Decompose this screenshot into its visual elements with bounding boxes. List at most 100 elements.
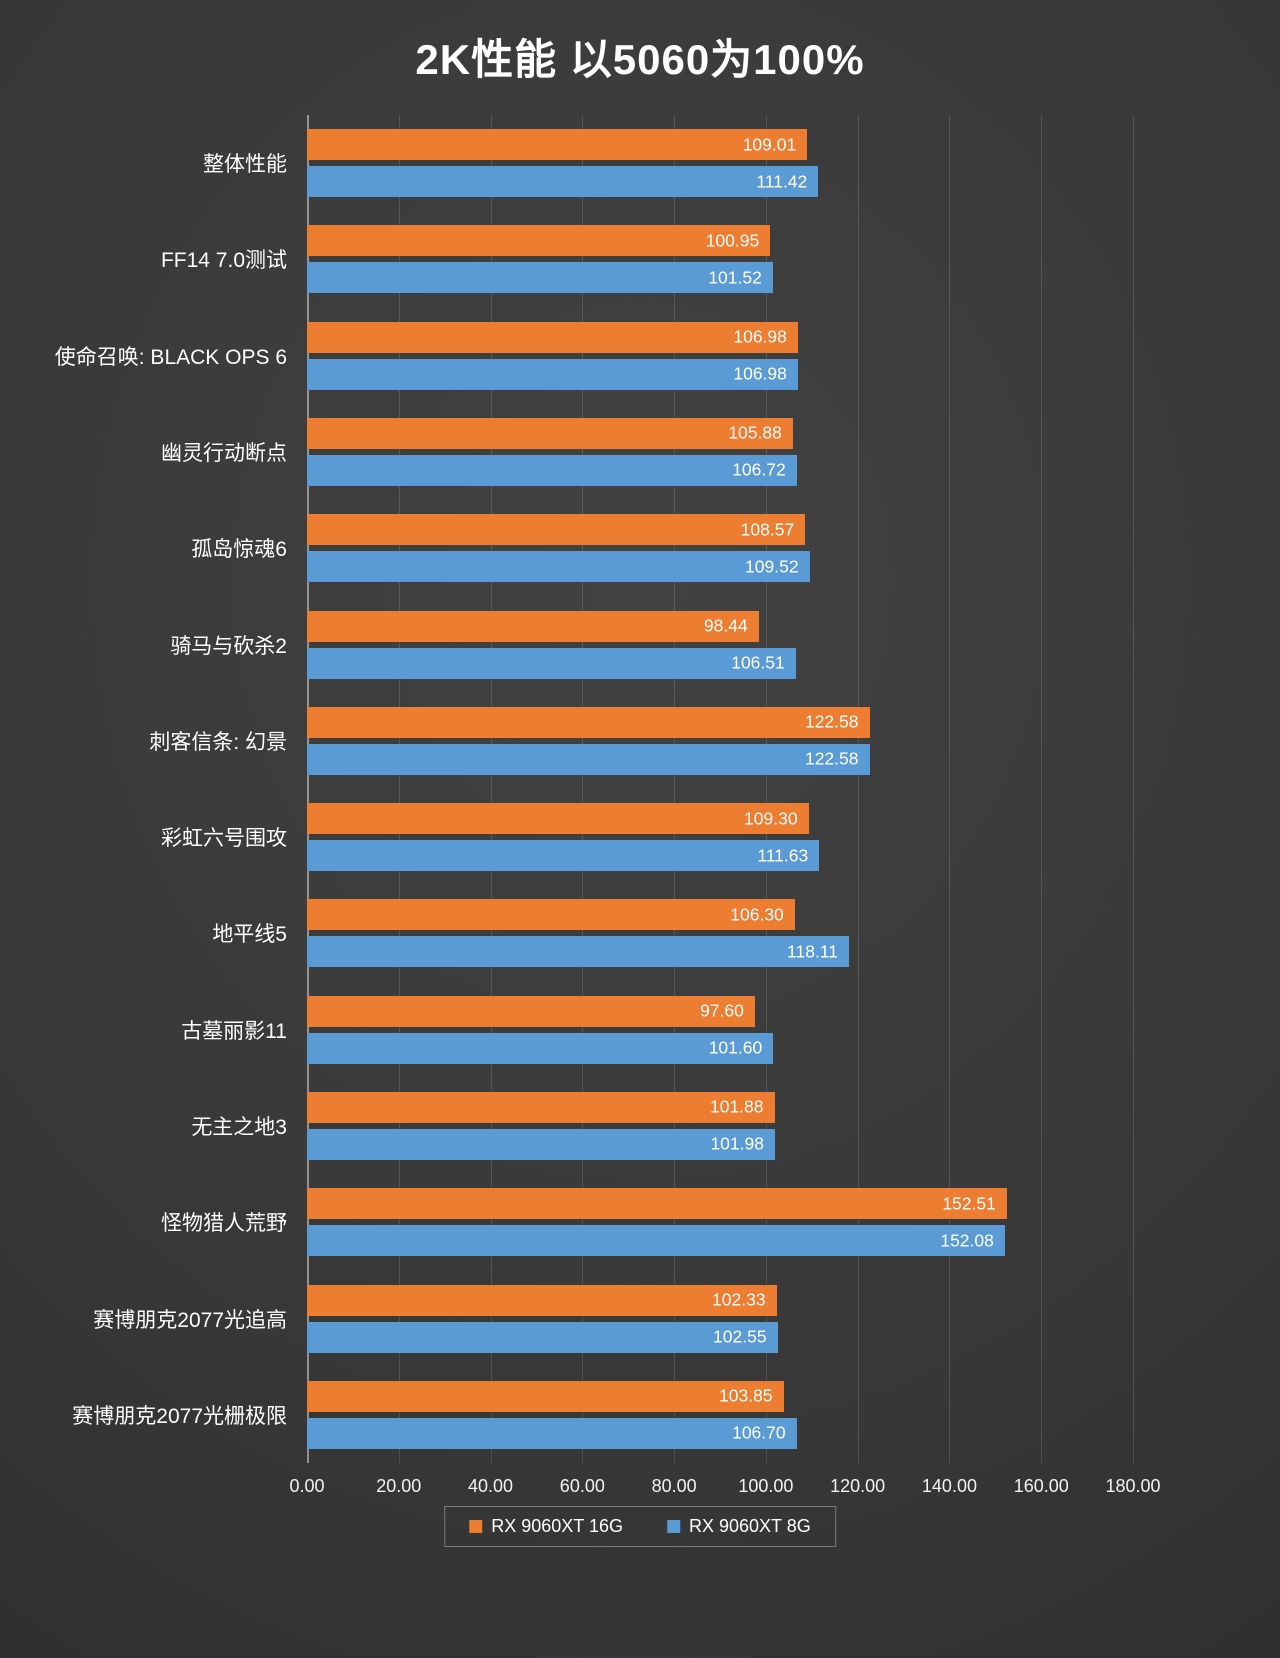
- bar-8g: 101.98: [307, 1128, 775, 1160]
- bar-group: 101.88 101.98: [307, 1078, 1133, 1174]
- chart-row: 幽灵行动断点 105.88 106.72: [0, 404, 1133, 500]
- gridline: [490, 115, 492, 1463]
- bar-16g: 105.88: [307, 417, 793, 449]
- bar-value-label: 102.55: [713, 1326, 767, 1347]
- bar-value-label: 101.88: [709, 1096, 764, 1117]
- category-label: 赛博朋克2077光栅极限: [72, 1404, 287, 1428]
- bar-8g: 106.98: [307, 358, 798, 390]
- x-tick-label: 20.00: [376, 1476, 422, 1496]
- chart-row: FF14 7.0测试 100.95 101.52: [0, 211, 1133, 307]
- category-label: 彩虹六号围攻: [161, 827, 287, 851]
- legend-swatch: [469, 1520, 483, 1533]
- category-label: 无主之地3: [191, 1115, 287, 1139]
- category-label: 幽灵行动断点: [161, 441, 287, 465]
- bar-value-label: 152.51: [942, 1193, 996, 1214]
- bar-8g: 106.72: [307, 454, 797, 486]
- bar-value-label: 118.11: [787, 941, 838, 962]
- bar-8g: 111.63: [307, 840, 820, 872]
- bar-value-label: 101.60: [708, 1037, 763, 1058]
- bar-8g: 102.55: [307, 1321, 778, 1353]
- bar-8g: 118.11: [307, 936, 849, 968]
- bar-value-label: 105.88: [728, 422, 782, 443]
- legend: RX 9060XT 16G RX 9060XT 8G: [444, 1506, 836, 1547]
- bar-value-label: 103.85: [719, 1385, 773, 1406]
- bar-16g: 122.58: [307, 706, 870, 738]
- bar-value-label: 98.44: [703, 615, 748, 636]
- legend-label: RX 9060XT 8G: [689, 1516, 811, 1536]
- bar-16g: 152.51: [307, 1188, 1007, 1220]
- bar-value-label: 100.95: [705, 230, 760, 251]
- chart-row: 使命召唤: BLACK OPS 6 106.98 106.98: [0, 308, 1133, 404]
- chart-title: 2K性能 以5060为100%: [415, 36, 865, 83]
- category-label: 使命召唤: BLACK OPS 6: [54, 345, 287, 369]
- bar-group: 122.58 122.58: [307, 693, 1133, 789]
- bar-value-label: 108.57: [740, 519, 795, 540]
- chart-row: 整体性能 109.01 111.42: [0, 115, 1133, 211]
- bar-value-label: 106.30: [730, 904, 784, 925]
- x-tick-label: 120.00: [830, 1476, 886, 1496]
- x-tick-label: 40.00: [468, 1476, 514, 1496]
- chart-row: 地平线5 106.30 118.11: [0, 885, 1133, 981]
- chart-row: 骑马与砍杀2 98.44 106.51: [0, 596, 1133, 692]
- legend-label: RX 9060XT 16G: [491, 1516, 623, 1536]
- gridline: [857, 115, 859, 1463]
- bar-8g: 109.52: [307, 551, 810, 583]
- chart-row: 刺客信条: 幻景 122.58 122.58: [0, 693, 1133, 789]
- gridline: [674, 115, 676, 1463]
- bar-value-label: 101.52: [708, 267, 762, 288]
- legend-item: RX 9060XT 8G: [667, 1516, 811, 1537]
- x-tick-label: 60.00: [559, 1476, 605, 1496]
- bar-16g: 100.95: [307, 225, 771, 257]
- bar-8g: 106.70: [307, 1417, 797, 1449]
- x-tick-label: 100.00: [738, 1476, 794, 1496]
- gridline: [582, 115, 584, 1463]
- bar-value-label: 97.60: [700, 1000, 744, 1021]
- bar-8g: 101.52: [307, 262, 773, 294]
- bar-value-label: 109.30: [744, 808, 798, 829]
- bar-group: 109.30 111.63: [307, 789, 1133, 885]
- bar-group: 102.33 102.55: [307, 1270, 1133, 1366]
- y-axis-line: [307, 115, 309, 1463]
- bar-16g: 106.30: [307, 899, 795, 931]
- category-label: 骑马与砍杀2: [170, 634, 287, 658]
- bar-value-label: 122.58: [804, 748, 859, 769]
- x-tick-label: 160.00: [1013, 1476, 1069, 1496]
- bar-8g: 111.42: [307, 166, 819, 198]
- gridline: [765, 115, 767, 1463]
- chart-row: 无主之地3 101.88 101.98: [0, 1078, 1133, 1174]
- bar-group: 106.98 106.98: [307, 308, 1133, 404]
- bar-group: 100.95 101.52: [307, 211, 1133, 307]
- gridline: [949, 115, 951, 1463]
- chart-row: 古墓丽影11 97.60 101.60: [0, 982, 1133, 1078]
- bar-value-label: 101.98: [710, 1133, 764, 1154]
- chart-row: 孤岛惊魂6 108.57 109.52: [0, 500, 1133, 596]
- chart-row: 彩虹六号围攻 109.30 111.63: [0, 789, 1133, 885]
- chart-row: 赛博朋克2077光追高 102.33 102.55: [0, 1270, 1133, 1366]
- gridline: [1133, 115, 1134, 1463]
- chart-row: 赛博朋克2077光栅极限 103.85 106.70: [0, 1367, 1133, 1463]
- category-label: 地平线5: [212, 923, 287, 947]
- gridline: [1041, 115, 1043, 1463]
- bar-group: 97.60 101.60: [307, 982, 1133, 1078]
- legend-swatch: [667, 1520, 680, 1533]
- bar-value-label: 152.08: [940, 1230, 994, 1251]
- x-tick-label: 140.00: [921, 1476, 977, 1496]
- bar-group: 109.01 111.42: [307, 115, 1133, 211]
- bar-8g: 122.58: [307, 743, 870, 775]
- gridline: [398, 115, 400, 1463]
- chart-row: 怪物猎人荒野 152.51 152.08: [0, 1174, 1133, 1270]
- bar-group: 106.30 118.11: [307, 885, 1133, 981]
- category-label: 刺客信条: 幻景: [149, 730, 287, 754]
- category-label: FF14 7.0测试: [160, 249, 287, 273]
- bar-group: 105.88 106.72: [307, 404, 1133, 500]
- bar-value-label: 111.63: [757, 845, 809, 866]
- bar-value-label: 111.42: [756, 171, 808, 192]
- bar-value-label: 109.01: [742, 134, 797, 155]
- gridlines: [307, 115, 1134, 1463]
- bar-value-label: 109.52: [745, 556, 799, 577]
- x-tick-label: 180.00: [1105, 1476, 1161, 1496]
- bar-8g: 152.08: [307, 1225, 1005, 1257]
- x-tick-label: 0.00: [289, 1476, 325, 1496]
- bar-group: 152.51 152.08: [307, 1174, 1133, 1270]
